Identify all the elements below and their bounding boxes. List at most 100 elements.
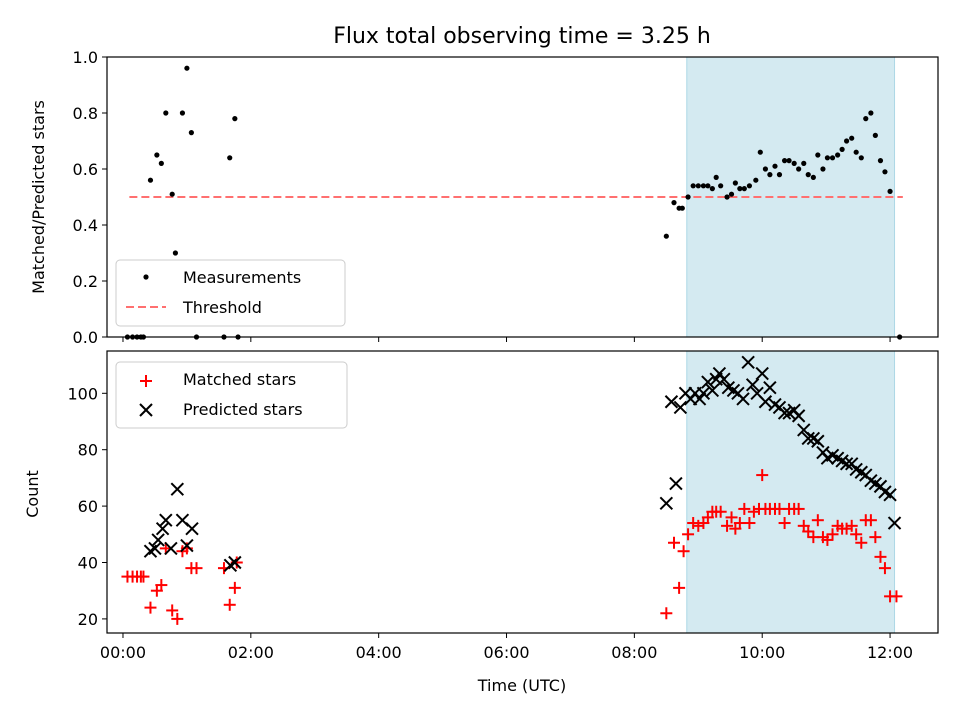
measurement-point [781, 158, 788, 164]
measurement-point [709, 186, 715, 192]
chart-title: Flux total observing time = 3.25 h [333, 24, 711, 49]
top-y-ticks: 0.0 0.2 0.4 0.6 0.8 1.0 [73, 48, 107, 347]
matched-star-point [747, 505, 760, 518]
count-panel: 20 40 60 80 100 00:00 02:00 04:00 06:00 08:00 10:… [23, 350, 939, 695]
measurement-point [872, 132, 878, 138]
flux-ratio-panel: Flux total observing time = 3.25 h 0.00.… [29, 24, 939, 347]
measurement-point [863, 116, 869, 122]
measurement-point [232, 116, 238, 122]
matched-star-point [692, 519, 705, 532]
measurement-point [227, 155, 233, 161]
measurement-point [757, 149, 763, 155]
predicted-star-point [811, 434, 825, 448]
measurement-point [882, 169, 888, 175]
predicted-star-point [151, 533, 165, 547]
measurement-point [849, 135, 855, 141]
matched-star-point [725, 511, 738, 524]
measurement-point [887, 188, 893, 194]
matched-star-point [855, 536, 868, 549]
top-legend-box [115, 259, 346, 327]
top-axes-frame [106, 56, 939, 338]
y-tick-label: 60 [78, 497, 98, 516]
bottom-y-ticks: 20 40 60 80 100 [67, 384, 107, 629]
measurement-point [169, 191, 175, 197]
measurement-point [685, 194, 691, 200]
measurement-point [184, 65, 190, 71]
predicted-star-point [887, 516, 902, 530]
measurement-point [147, 177, 154, 183]
matched-star-point [869, 531, 882, 544]
measurement-point [835, 152, 841, 158]
measurement-point [815, 152, 821, 158]
y-tick-label: 80 [78, 441, 98, 460]
predicted-star-point [745, 378, 760, 392]
predicted-star-point [791, 409, 806, 423]
matched-star-point [850, 528, 863, 541]
x-tick-label: 10:00 [739, 643, 785, 662]
matched-star-point [721, 519, 734, 532]
x-axis-label: Time (UTC) [477, 676, 566, 695]
measurement-point [805, 172, 811, 178]
measurement-point [154, 152, 160, 158]
bottom-legend-box [115, 361, 348, 429]
measurement-point [843, 138, 850, 144]
predicted-star-point [777, 406, 792, 420]
predicted-star-point [755, 366, 769, 381]
bottom-axes-frame [106, 350, 939, 634]
measurement-point [158, 160, 164, 166]
predicted-star-point [758, 395, 773, 409]
y-tick-label: 0.4 [73, 216, 98, 235]
measurement-point [746, 183, 753, 189]
measurement-point [839, 146, 845, 152]
predicted-star-point [673, 400, 688, 415]
x-tick-label: 06:00 [483, 643, 529, 662]
predicted-star-point [801, 431, 815, 446]
y-tick-label: 0.0 [73, 328, 98, 347]
predicted-star-point [155, 521, 170, 536]
matched-star-point [874, 550, 887, 563]
predicted-star-point [717, 372, 731, 386]
predicted-star-point [839, 457, 854, 471]
measurement-point [753, 177, 759, 183]
measurement-points [124, 65, 903, 340]
measurement-point [700, 183, 707, 189]
matched-star-point [190, 562, 203, 575]
measurement-point [829, 155, 836, 161]
predicted-legend-label: Predicted stars [183, 400, 303, 419]
x-tick-label: 02:00 [228, 643, 274, 662]
matched-star-point [792, 502, 805, 515]
measurement-point [776, 172, 783, 178]
matched-star-point [743, 517, 756, 530]
matched-star-point [673, 581, 686, 594]
observing-window-shade [686, 350, 896, 634]
matched-legend-label: Matched stars [183, 370, 296, 389]
matched-star-point [778, 517, 791, 530]
matched-legend-marker [140, 375, 152, 387]
predicted-star-point [692, 392, 707, 406]
matched-star-point [714, 505, 727, 518]
predicted-star-point [705, 383, 720, 398]
count-points [121, 355, 903, 625]
measurement-point [671, 200, 677, 206]
matched-star-point [890, 590, 903, 603]
measurement-point [853, 149, 859, 155]
matched-star-point [864, 514, 877, 527]
matched-star-point [677, 545, 690, 558]
threshold-legend-label: Threshold [182, 298, 262, 317]
measurement-point [713, 174, 719, 180]
measurement-point [728, 191, 735, 197]
predicted-star-point [164, 541, 178, 556]
measurement-point [762, 166, 769, 172]
y-tick-label: 0.8 [73, 104, 98, 123]
measurement-point [663, 233, 669, 239]
measurement-point [791, 160, 797, 166]
measurement-point [724, 194, 730, 200]
measurement-point [741, 186, 747, 192]
matched-star-point [166, 604, 179, 617]
measurement-point [767, 172, 773, 178]
matched-star-point [660, 607, 673, 620]
y-tick-label: 100 [67, 384, 98, 403]
bottom-x-ticks: 00:00 02:00 04:00 06:00 08:00 10:00 12:00 [100, 633, 913, 662]
predicted-star-point [701, 375, 715, 389]
measurement-point [188, 130, 194, 136]
